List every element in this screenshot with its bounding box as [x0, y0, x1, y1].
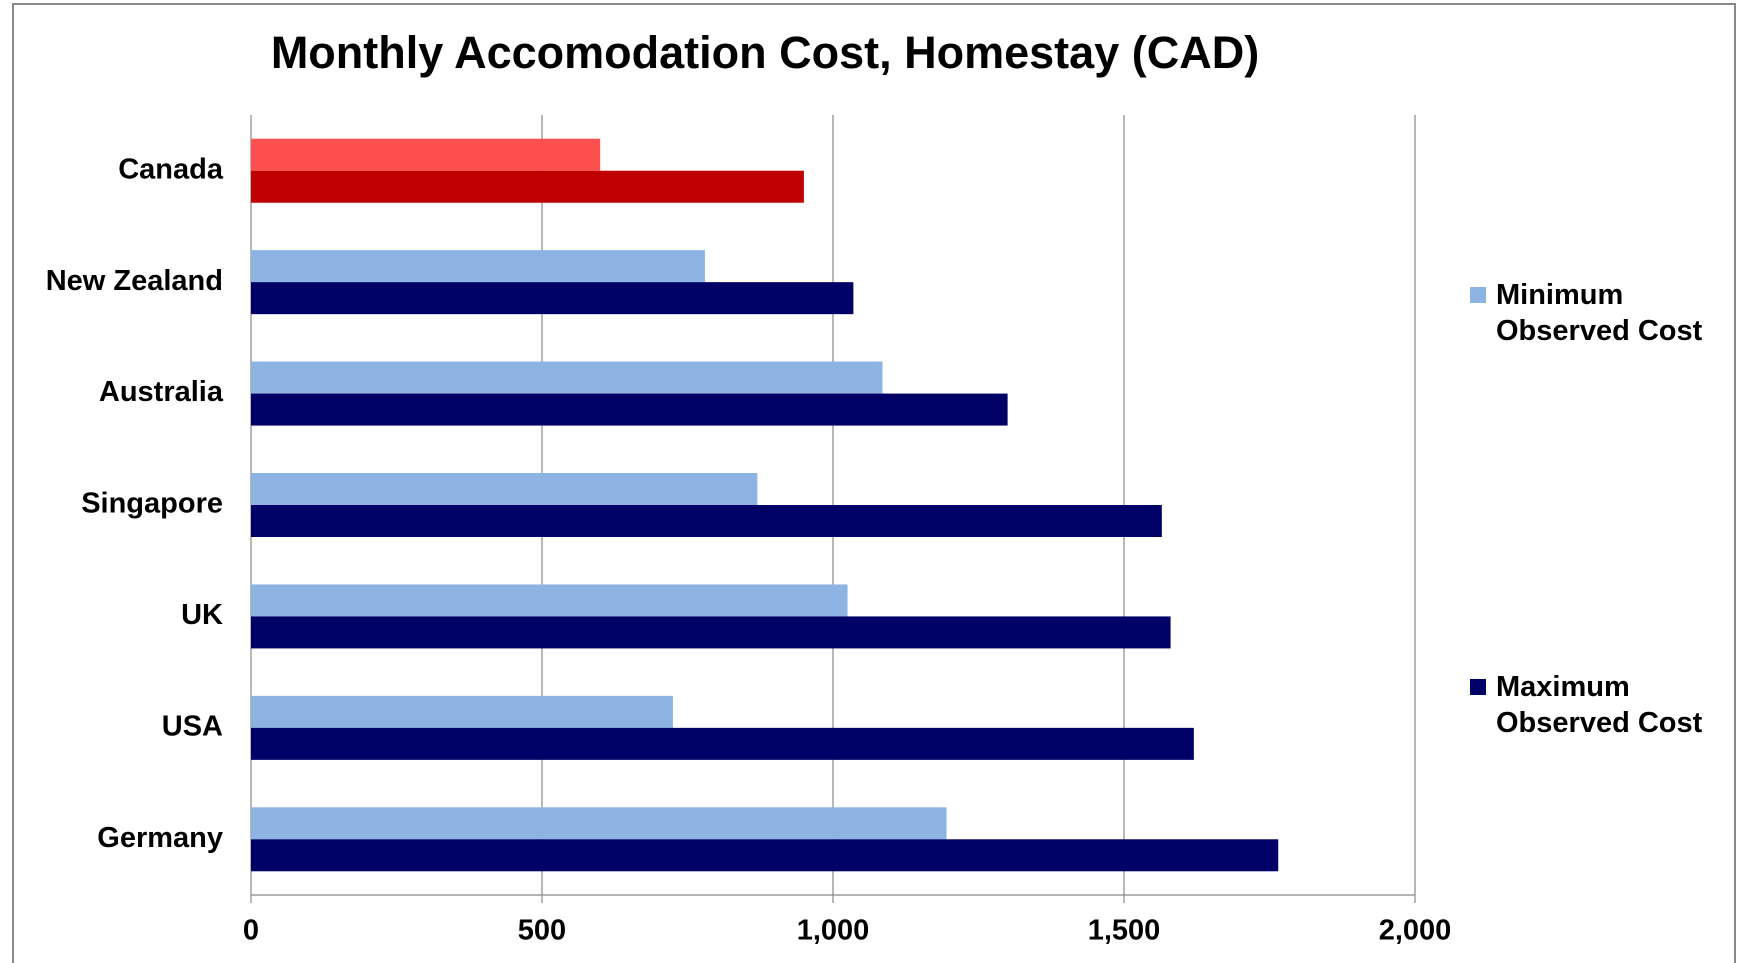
y-tick-label: Australia	[99, 376, 224, 408]
y-tick-label: Canada	[118, 153, 224, 185]
chart-frame	[12, 3, 1736, 963]
legend-swatch	[1470, 287, 1486, 303]
bar	[251, 584, 848, 617]
x-tick-label: 0	[243, 915, 259, 947]
bar	[251, 505, 1162, 537]
bar	[251, 839, 1279, 872]
bar	[251, 616, 1171, 649]
bar	[251, 170, 804, 203]
legend-label: Maximum Observed Cost	[1496, 671, 1703, 739]
bar	[251, 393, 1008, 426]
y-tick-label: New Zealand	[46, 265, 223, 297]
x-tick-label: 1,500	[1088, 915, 1161, 947]
y-tick-label: Singapore	[81, 488, 223, 520]
y-tick-label: USA	[162, 711, 223, 743]
bar	[251, 473, 758, 505]
legend-label: Minimum Observed Cost	[1496, 279, 1703, 347]
bar	[251, 282, 854, 315]
bar	[251, 138, 601, 171]
chart-title: Monthly Accomodation Cost, Homestay (CAD…	[271, 27, 1259, 78]
x-tick-label: 2,000	[1379, 915, 1452, 947]
x-tick-label: 1,000	[797, 915, 870, 947]
x-tick-label: 500	[518, 915, 566, 947]
legend-swatch	[1470, 679, 1486, 695]
bar	[251, 361, 883, 394]
bar	[251, 727, 1194, 760]
y-tick-label: Germany	[97, 822, 223, 854]
bar	[251, 807, 947, 840]
y-tick-label: UK	[181, 599, 223, 631]
bar	[251, 250, 705, 283]
bar	[251, 695, 673, 728]
